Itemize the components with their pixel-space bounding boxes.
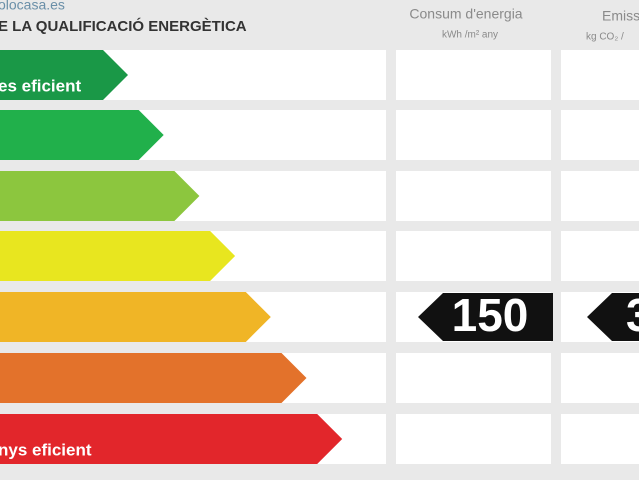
rating-arrow xyxy=(0,353,307,403)
rating-arrow xyxy=(0,231,236,281)
cell xyxy=(396,50,551,100)
title: E LA QUALIFICACIÓ ENERGÈTICA xyxy=(0,17,247,35)
value-arrow xyxy=(587,293,639,341)
column-unit: kWh /m² any xyxy=(442,30,498,41)
rating-arrow xyxy=(0,110,164,160)
cell xyxy=(561,353,639,403)
rating-arrow xyxy=(0,414,343,464)
rating-arrow xyxy=(0,292,271,342)
cell xyxy=(561,50,639,100)
column-header: Emiss xyxy=(602,8,639,24)
rating-arrow xyxy=(0,50,128,100)
cell xyxy=(561,231,639,281)
rating-arrow xyxy=(0,171,200,221)
row-label: es eficient xyxy=(0,76,81,95)
cell xyxy=(561,171,639,221)
watermark: olocasa.es xyxy=(0,0,65,13)
cell xyxy=(396,110,551,160)
cell xyxy=(396,231,551,281)
cell xyxy=(561,414,639,464)
cell xyxy=(561,110,639,160)
column-unit: kg CO₂ / xyxy=(586,32,624,43)
cell xyxy=(396,171,551,221)
value: 3 xyxy=(626,289,639,341)
value-arrow xyxy=(418,293,553,341)
row-label: nys eficient xyxy=(0,440,92,459)
cell xyxy=(396,414,551,464)
value: 150 xyxy=(452,289,529,341)
column-header: Consum d'energia xyxy=(409,6,522,22)
cell xyxy=(396,353,551,403)
